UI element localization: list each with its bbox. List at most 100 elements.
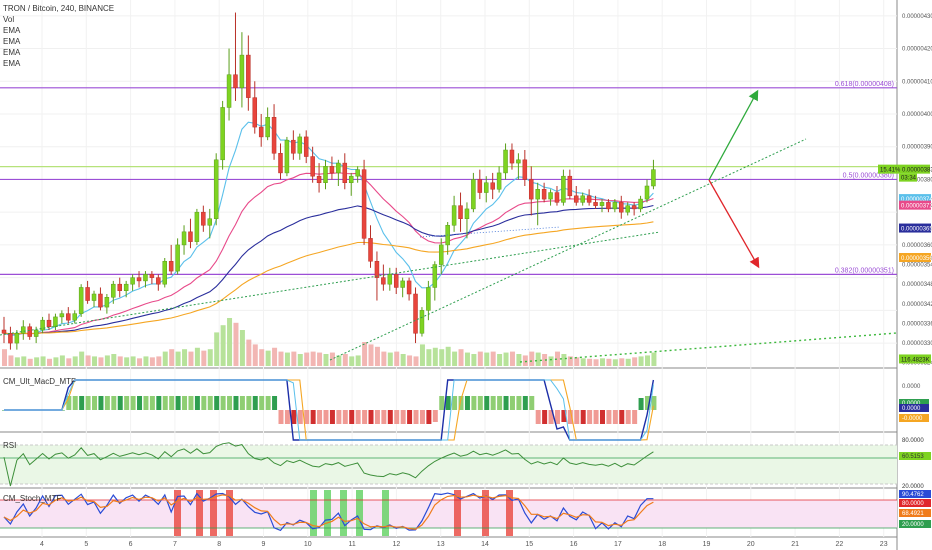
- price-badge: [899, 223, 931, 233]
- candle-body: [123, 283, 129, 291]
- candle-body: [53, 316, 58, 327]
- price-badge-text: 116.4823K: [901, 357, 930, 363]
- volume-bar: [490, 351, 496, 366]
- macd-bar: [394, 410, 400, 424]
- volume-bar: [329, 352, 335, 366]
- volume-bar: [407, 355, 413, 366]
- candlesticks: [1, 12, 656, 350]
- price-badge: [878, 164, 930, 174]
- macd-bar: [619, 410, 625, 424]
- macd-tick: 0.0000: [902, 406, 921, 412]
- candle-body: [644, 185, 650, 200]
- rsi-tick: 60.5153: [902, 454, 924, 460]
- candle-body: [574, 195, 579, 203]
- candle-body: [323, 166, 328, 183]
- fib-levels: 0.618(0.00000408) 0.5(0.00000380) 0.382(0.…: [0, 81, 897, 275]
- date-tick: 22: [836, 541, 844, 548]
- volume-bar: [259, 349, 265, 366]
- candle-body: [619, 202, 624, 213]
- candle-body: [149, 274, 155, 278]
- volume-bar: [368, 344, 374, 366]
- macd-bar: [645, 396, 650, 410]
- candle-body: [194, 211, 200, 242]
- candle-body: [348, 175, 354, 183]
- volume-bar: [419, 344, 425, 366]
- macd-bar: [188, 396, 194, 410]
- volume-bar: [548, 356, 554, 366]
- candle-body: [1, 329, 7, 334]
- candle-body: [548, 192, 553, 200]
- volume-bar: [336, 355, 342, 366]
- stoch-signal-bar: [454, 490, 461, 536]
- stoch-signal-bar: [226, 490, 233, 536]
- volume-bar: [79, 351, 85, 366]
- volume-bar: [8, 355, 14, 366]
- macd-bar: [278, 410, 284, 424]
- candle-body: [33, 329, 39, 337]
- volume-bar: [124, 357, 130, 366]
- candle-body: [477, 179, 483, 193]
- candle-body: [226, 74, 232, 108]
- volume-bar: [381, 351, 387, 366]
- macd-bar: [265, 396, 271, 410]
- candle-body: [156, 277, 161, 285]
- stoch-tick: 68.4921: [902, 511, 924, 517]
- candle-body: [239, 54, 245, 89]
- volume-bar: [310, 351, 316, 366]
- macd-bar: [111, 396, 117, 410]
- volume-bar: [362, 342, 368, 366]
- price-tick: 0.00000430: [902, 14, 932, 20]
- price-tick: 0.00000400: [902, 112, 932, 118]
- macd-bar: [542, 410, 548, 424]
- price-badge-text: 0.00000356: [901, 256, 932, 262]
- candle-body: [258, 126, 264, 138]
- volume-bar: [265, 350, 271, 366]
- volume-bar: [426, 349, 432, 366]
- candle-body: [46, 319, 52, 327]
- stoch-tick: 80.0000: [902, 501, 924, 507]
- date-tick: 18: [658, 541, 666, 548]
- macd-bar: [194, 396, 200, 410]
- macd-bar: [497, 396, 503, 410]
- volume-bar: [239, 330, 245, 366]
- rsi-band: [0, 445, 897, 484]
- date-tick: 12: [393, 541, 401, 548]
- candle-body: [593, 202, 598, 206]
- arrow-down: [708, 179, 760, 269]
- volume-bar: [182, 349, 188, 366]
- candle-body: [496, 172, 502, 190]
- macd-bar: [561, 410, 567, 422]
- candle-body: [586, 195, 592, 203]
- volume-bar: [387, 352, 393, 366]
- date-tick: 20: [747, 541, 755, 548]
- candle-body: [631, 205, 637, 210]
- stoch-signal-bar: [210, 490, 217, 536]
- macd-bar: [246, 396, 252, 410]
- macd-bar: [92, 396, 98, 410]
- candle-body: [271, 117, 277, 154]
- volume-bar: [619, 358, 625, 366]
- candle-body: [213, 159, 219, 219]
- candle-body: [567, 175, 573, 197]
- stoch-tick: 20.0000: [902, 522, 924, 528]
- macd-bar: [297, 410, 303, 424]
- candle-body: [162, 261, 167, 285]
- candle-body: [400, 280, 405, 288]
- candle-body: [265, 117, 270, 138]
- volume-bar: [21, 356, 27, 366]
- date-tick: 5: [84, 541, 88, 548]
- candle-body: [27, 326, 32, 337]
- candle-body: [168, 261, 174, 272]
- ema-line: [3, 121, 654, 337]
- candle-body: [625, 205, 630, 213]
- candle-body: [406, 280, 412, 295]
- macd-bar: [484, 396, 490, 410]
- volume-bar: [143, 356, 149, 366]
- indicator-ema-4: EMA: [3, 59, 21, 68]
- macd-bar: [471, 396, 477, 410]
- price-tick: 0.00000420: [902, 47, 932, 53]
- rsi-tick: 80.0000: [902, 438, 924, 444]
- volume-bar: [497, 354, 503, 366]
- macd-bar: [252, 396, 258, 410]
- macd-bar: [207, 396, 213, 410]
